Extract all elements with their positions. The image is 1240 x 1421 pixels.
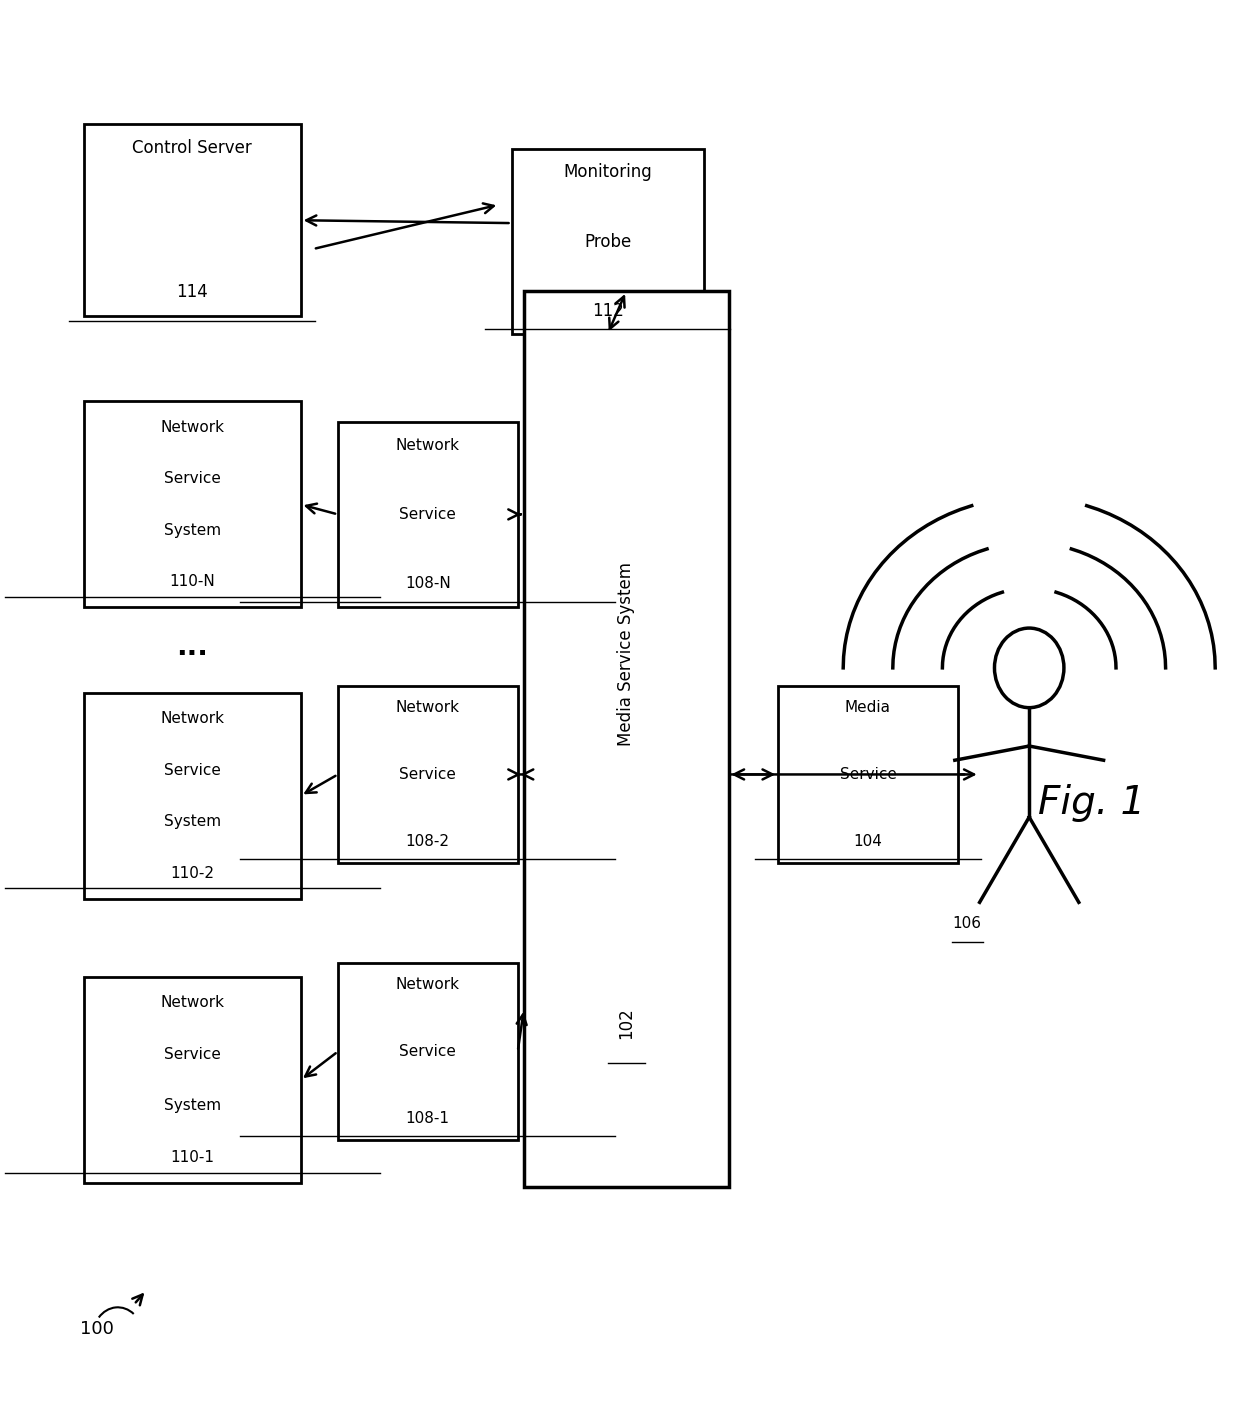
Bar [337, 685, 518, 863]
Text: Service: Service [839, 767, 897, 782]
Text: 102: 102 [618, 1007, 635, 1039]
Text: Media: Media [844, 701, 892, 715]
Bar [779, 685, 957, 863]
Text: Service: Service [164, 763, 221, 777]
Text: 104: 104 [853, 834, 883, 848]
Text: Probe: Probe [584, 233, 631, 250]
Text: 100: 100 [79, 1320, 114, 1337]
Bar [511, 149, 704, 334]
Text: Media Service System: Media Service System [618, 561, 635, 746]
Text: ...: ... [176, 632, 208, 661]
Text: 108-2: 108-2 [405, 834, 450, 848]
Text: Service: Service [399, 767, 456, 782]
Text: Network: Network [396, 438, 460, 453]
Text: 108-N: 108-N [405, 576, 450, 591]
Text: Service: Service [399, 1044, 456, 1059]
Bar [84, 401, 300, 608]
Text: Network: Network [396, 701, 460, 715]
Text: Service: Service [399, 507, 456, 522]
Text: 110-N: 110-N [170, 574, 215, 590]
Text: Service: Service [164, 472, 221, 486]
Bar [84, 125, 300, 317]
Text: 112: 112 [591, 301, 624, 320]
Text: Service: Service [164, 1047, 221, 1061]
Text: System: System [164, 1098, 221, 1113]
Text: Network: Network [160, 419, 224, 435]
Text: System: System [164, 523, 221, 537]
Text: 114: 114 [176, 283, 208, 301]
Text: Network: Network [160, 710, 224, 726]
Text: Monitoring: Monitoring [563, 163, 652, 182]
Text: Network: Network [396, 978, 460, 992]
Bar [84, 978, 300, 1182]
Text: Control Server: Control Server [133, 139, 252, 158]
Text: 110-2: 110-2 [170, 865, 215, 881]
Text: 106: 106 [952, 917, 982, 931]
Text: System: System [164, 814, 221, 828]
Text: 110-1: 110-1 [170, 1150, 215, 1165]
Bar [523, 291, 729, 1187]
Bar [84, 693, 300, 899]
Text: Network: Network [160, 995, 224, 1010]
Bar [337, 963, 518, 1140]
Text: 108-1: 108-1 [405, 1111, 450, 1125]
Text: Fig. 1: Fig. 1 [1038, 784, 1145, 821]
Bar [337, 422, 518, 607]
